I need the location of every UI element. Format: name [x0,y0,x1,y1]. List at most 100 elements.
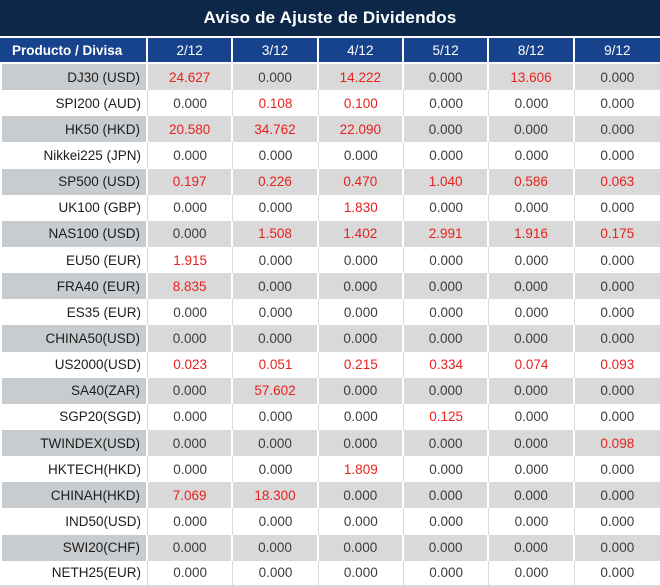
value-cell: 0.000 [233,246,319,274]
value-cell: 0.000 [318,377,404,404]
product-cell: ES35 (EUR) [0,299,148,326]
value-cell: 0.215 [318,351,404,378]
value-cell: 0.000 [574,273,660,300]
value-cell: 0.023 [148,351,234,378]
table-row: SA40(ZAR) 0.000 57.602 0.000 0.000 0.000 0.000 [0,377,660,404]
product-cell: FRA40 (EUR) [0,273,148,300]
table-row: SGP20(SGD) 0.000 0.000 0.000 0.125 0.000 0.000 [0,403,660,430]
table-row: EU50 (EUR) 1.915 0.000 0.000 0.000 0.000 0.000 [0,246,660,274]
value-cell: 0.000 [233,64,319,91]
column-header-date: 9/12 [574,38,660,64]
table-row: NETH25(EUR) 0.000 0.000 0.000 0.000 0.000 0.00… [0,560,660,587]
value-cell: 0.000 [148,560,234,587]
value-cell: 0.000 [403,194,490,221]
value-cell: 0.074 [489,351,575,378]
value-cell: 0.000 [318,534,404,561]
value-cell: 0.000 [574,508,660,535]
value-cell: 0.000 [574,116,660,143]
header-row: Producto / Divisa 2/12 3/12 4/12 5/12 8/12 9/1… [0,38,660,64]
value-cell: 0.000 [403,534,490,561]
value-cell: 0.000 [233,534,319,561]
value-cell: 0.000 [489,429,575,457]
value-cell: 0.051 [233,351,319,378]
value-cell: 0.470 [318,168,404,195]
table-row: SP500 (USD) 0.197 0.226 0.470 1.040 0.586 0.06… [0,168,660,195]
value-cell: 14.222 [318,64,404,91]
value-cell: 0.093 [574,351,660,378]
value-cell: 0.000 [148,90,234,117]
value-cell: 0.000 [148,299,234,326]
value-cell: 0.000 [574,534,660,561]
page-title: Aviso de Ajuste de Dividendos [0,0,660,38]
value-cell: 0.175 [574,220,660,247]
value-cell: 34.762 [233,116,319,143]
value-cell: 0.000 [318,403,404,430]
value-cell: 0.000 [403,64,490,91]
table-row: HKTECH(HKD) 0.000 0.000 1.809 0.000 0.000 0.00… [0,456,660,483]
product-cell: TWINDEX(USD) [0,429,148,457]
product-cell: SP500 (USD) [0,168,148,195]
value-cell: 0.000 [148,429,234,457]
table-row: ES35 (EUR) 0.000 0.000 0.000 0.000 0.000 0.000 [0,299,660,326]
value-cell: 22.090 [318,116,404,143]
value-cell: 0.000 [403,508,490,535]
value-cell: 0.334 [403,351,490,378]
value-cell: 0.000 [403,429,490,457]
value-cell: 0.000 [233,273,319,300]
value-cell: 13.606 [489,64,575,91]
value-cell: 0.000 [574,90,660,117]
value-cell: 0.000 [318,299,404,326]
value-cell: 0.000 [403,560,490,587]
value-cell: 0.000 [318,325,404,352]
product-cell: SWI20(CHF) [0,534,148,561]
value-cell: 0.000 [574,299,660,326]
value-cell: 1.809 [318,456,404,483]
value-cell: 0.000 [574,325,660,352]
value-cell: 0.000 [489,482,575,509]
product-cell: IND50(USD) [0,508,148,535]
value-cell: 1.830 [318,194,404,221]
value-cell: 0.000 [489,403,575,430]
dividends-table: Producto / Divisa 2/12 3/12 4/12 5/12 8/12 9/1… [0,38,660,587]
table-row: FRA40 (EUR) 8.835 0.000 0.000 0.000 0.000 0.00… [0,273,660,300]
table-row: CHINA50(USD) 0.000 0.000 0.000 0.000 0.000 0.0… [0,325,660,352]
value-cell: 0.000 [233,560,319,587]
table-row: US2000(USD) 0.023 0.051 0.215 0.334 0.074 0.09… [0,351,660,378]
value-cell: 0.000 [574,403,660,430]
value-cell: 0.000 [489,508,575,535]
value-cell: 0.000 [233,456,319,483]
table-row: CHINAH(HKD) 7.069 18.300 0.000 0.000 0.000 0.0… [0,482,660,509]
table-row: SWI20(CHF) 0.000 0.000 0.000 0.000 0.000 0.000 [0,534,660,561]
value-cell: 0.000 [148,194,234,221]
value-cell: 0.108 [233,90,319,117]
value-cell: 0.000 [489,560,575,587]
product-cell: NAS100 (USD) [0,220,148,247]
value-cell: 7.069 [148,482,234,509]
value-cell: 8.835 [148,273,234,300]
value-cell: 18.300 [233,482,319,509]
value-cell: 0.000 [403,377,490,404]
value-cell: 0.000 [403,299,490,326]
value-cell: 0.000 [318,246,404,274]
value-cell: 0.000 [148,534,234,561]
value-cell: 0.226 [233,168,319,195]
value-cell: 0.000 [403,273,490,300]
value-cell: 0.000 [318,142,404,169]
value-cell: 0.000 [574,246,660,274]
product-cell: DJ30 (USD) [0,64,148,91]
value-cell: 0.000 [489,456,575,483]
table-row: DJ30 (USD) 24.627 0.000 14.222 0.000 13.606 0.… [0,64,660,91]
value-cell: 0.000 [489,299,575,326]
value-cell: 0.000 [489,116,575,143]
value-cell: 0.000 [318,560,404,587]
column-header-product: Producto / Divisa [0,38,148,64]
value-cell: 0.000 [489,534,575,561]
value-cell: 0.000 [148,456,234,483]
value-cell: 1.402 [318,220,404,247]
value-cell: 0.000 [403,325,490,352]
value-cell: 0.000 [148,508,234,535]
value-cell: 0.586 [489,168,575,195]
value-cell: 0.000 [148,220,234,247]
value-cell: 0.000 [318,429,404,457]
column-header-date: 5/12 [403,38,490,64]
